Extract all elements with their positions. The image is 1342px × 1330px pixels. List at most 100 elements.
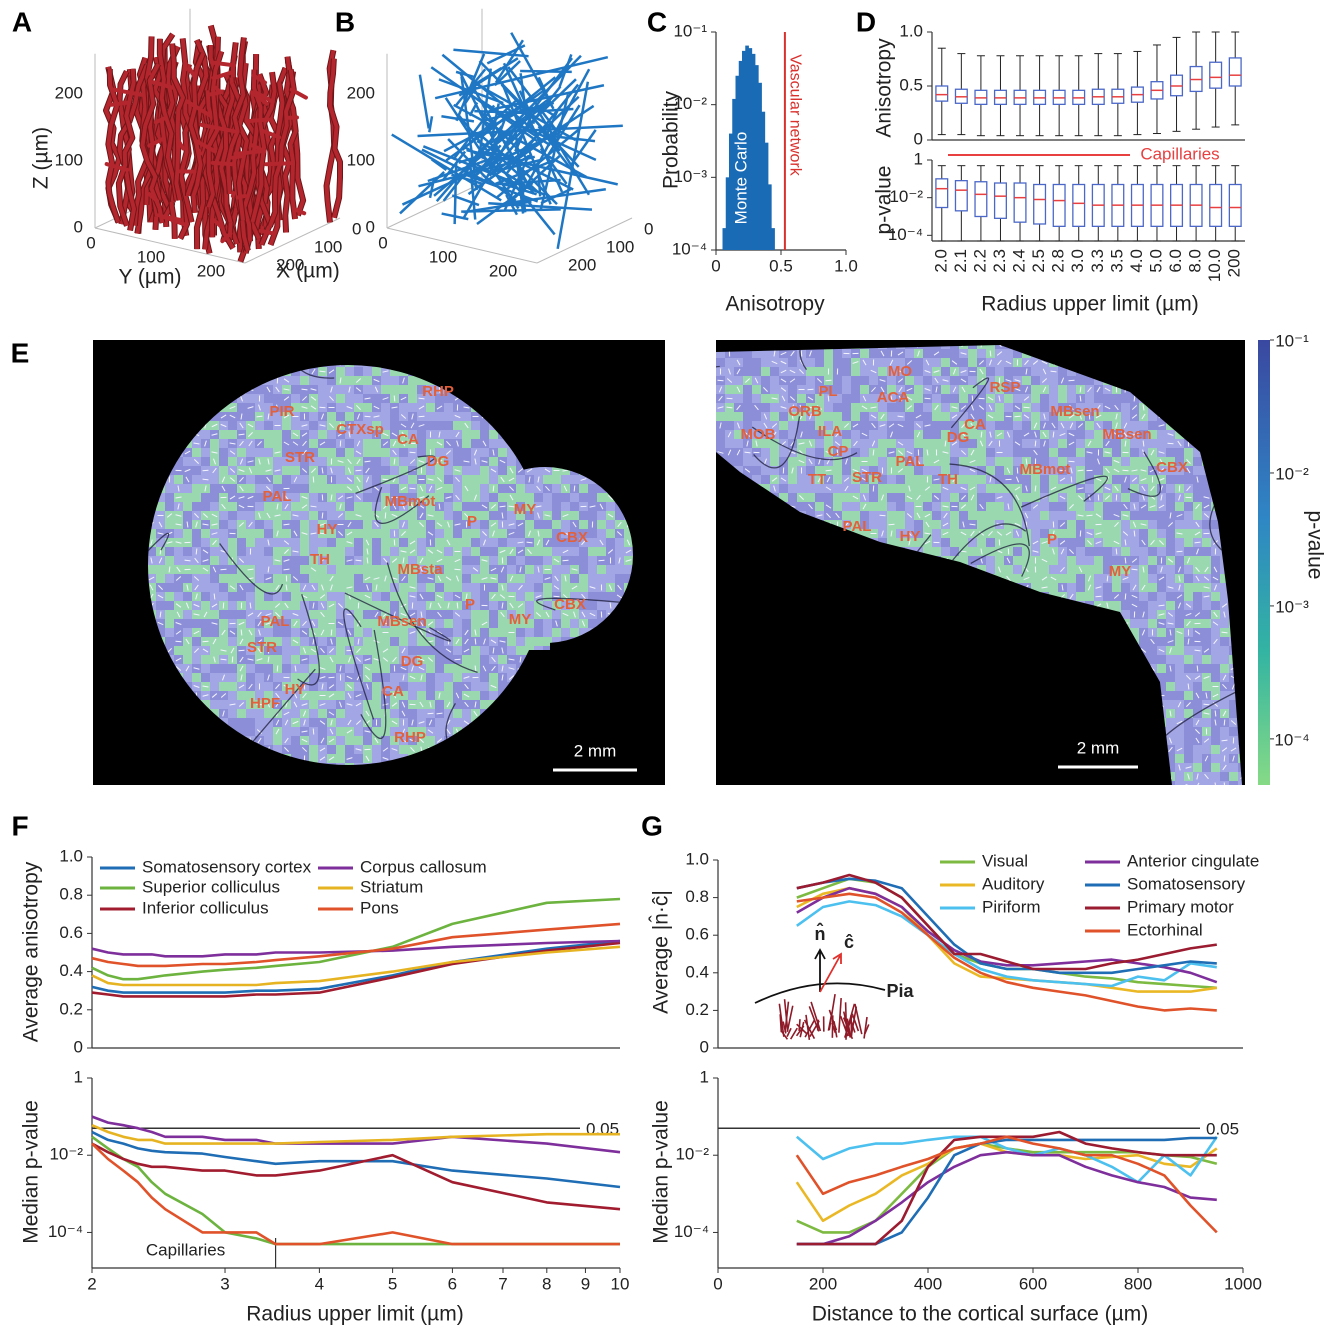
tissue-cell	[192, 502, 201, 511]
tissue-cell	[543, 475, 552, 484]
tissue-cell	[507, 511, 516, 520]
histogram-bar	[768, 184, 772, 250]
tissue-cell	[471, 421, 480, 430]
tissue-cell	[309, 709, 318, 718]
tissue-cell	[183, 655, 192, 664]
tissue-cell	[309, 511, 318, 520]
tissue-cell	[246, 673, 255, 682]
tissue-cell	[390, 376, 399, 385]
tissue-cell	[525, 574, 534, 583]
tissue-cell	[345, 412, 354, 421]
vector	[346, 675, 353, 680]
tissue-cell	[552, 610, 561, 619]
vector	[481, 460, 488, 463]
vessel	[540, 188, 572, 205]
tissue-cell	[390, 727, 399, 736]
vector	[312, 602, 315, 609]
tissue-cell	[309, 448, 318, 457]
tissue-cell	[444, 475, 453, 484]
tissue-cell	[525, 637, 534, 646]
tissue-cell	[543, 547, 552, 556]
tissue-cell	[291, 466, 300, 475]
tissue-cell	[148, 565, 156, 574]
vector	[202, 685, 209, 688]
vector	[211, 513, 218, 518]
vector	[580, 478, 587, 481]
tissue-cell	[264, 403, 273, 412]
tissue-cell	[462, 583, 471, 592]
tissue-cell	[372, 691, 381, 700]
vector	[382, 657, 389, 662]
tissue-cell	[435, 529, 444, 538]
tissue-cell	[579, 574, 588, 583]
histogram-bar	[732, 98, 736, 250]
tissue-cell	[480, 565, 489, 574]
tissue-cell	[282, 637, 291, 646]
tissue-cell	[381, 583, 390, 592]
vessel	[463, 200, 532, 214]
tissue-cell	[480, 475, 489, 484]
tissue-cell	[264, 448, 273, 457]
tissue-cell	[336, 754, 345, 763]
tissue-cell	[291, 736, 300, 745]
vector	[346, 406, 353, 409]
vector	[247, 495, 254, 500]
vector	[519, 566, 522, 573]
vector	[436, 594, 443, 599]
vector	[427, 514, 434, 517]
vector	[283, 396, 290, 401]
vector	[328, 684, 335, 689]
panel-letter: D	[856, 6, 876, 37]
tissue-cell	[399, 691, 408, 700]
tissue-cell	[327, 439, 336, 448]
vector	[402, 503, 405, 510]
tissue-cell	[444, 457, 453, 466]
vector	[374, 386, 379, 393]
tissue-cell	[345, 574, 354, 583]
vector	[474, 629, 477, 636]
tissue-cell	[309, 493, 318, 502]
tissue-cell	[561, 538, 570, 547]
vector	[275, 692, 280, 699]
vector	[490, 567, 497, 572]
tissue-cell	[417, 682, 426, 691]
tissue-cell	[552, 493, 561, 502]
vector	[373, 378, 380, 383]
tissue-cell	[309, 520, 318, 529]
tissue-cell	[192, 466, 201, 475]
vector	[193, 648, 200, 653]
vector	[355, 450, 362, 455]
vector	[517, 468, 524, 473]
tissue-cell	[480, 421, 489, 430]
y-axis-label: Y (µm)	[118, 266, 181, 289]
tissue-cell	[273, 430, 282, 439]
tissue-cell	[246, 448, 255, 457]
tissue-cell	[408, 385, 417, 394]
tissue-cell	[543, 619, 552, 628]
box	[974, 181, 988, 218]
vector	[195, 593, 198, 600]
vector	[302, 440, 307, 447]
tissue-cell	[417, 646, 426, 655]
tissue-cell	[381, 493, 390, 502]
tissue-cell	[174, 475, 183, 484]
tissue-cell	[462, 556, 471, 565]
tissue-cell	[489, 439, 498, 448]
vector	[365, 476, 370, 483]
vector	[175, 496, 182, 499]
tissue-cell	[561, 475, 570, 484]
vector	[184, 450, 191, 455]
tissue-cell	[480, 700, 489, 709]
vessel	[147, 192, 160, 203]
tissue-cell	[255, 718, 264, 727]
tissue-cell	[489, 475, 498, 484]
tissue-cell	[408, 475, 417, 484]
tissue-cell	[201, 628, 210, 637]
tissue-cell	[444, 547, 453, 556]
vessel	[478, 60, 538, 121]
tissue-cell	[372, 682, 381, 691]
vessel	[235, 193, 247, 200]
y-tick-label: 1.0	[899, 21, 923, 40]
tissue-cell	[489, 610, 498, 619]
tissue-cell	[336, 610, 345, 619]
